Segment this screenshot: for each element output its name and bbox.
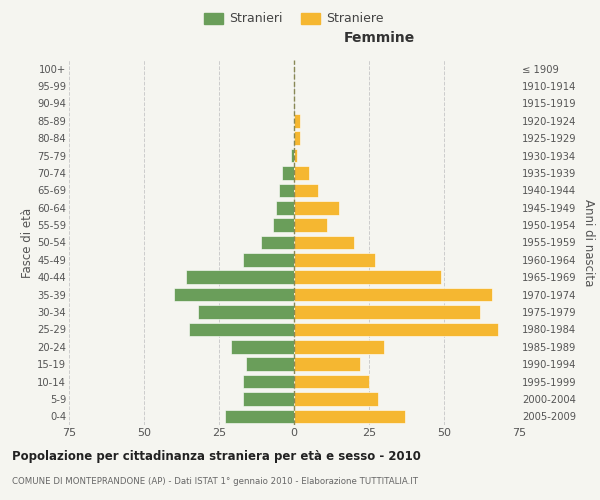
Bar [243, 253, 294, 266]
Text: Femmine: Femmine [344, 32, 415, 46]
Bar [291, 149, 294, 162]
Bar [174, 288, 294, 302]
Bar [294, 149, 297, 162]
Bar [276, 201, 294, 214]
Bar [294, 288, 492, 302]
Bar [294, 270, 441, 284]
Bar [294, 253, 375, 266]
Bar [294, 392, 378, 406]
Bar [273, 218, 294, 232]
Bar [186, 270, 294, 284]
Bar [294, 132, 300, 145]
Bar [294, 236, 354, 250]
Y-axis label: Fasce di età: Fasce di età [22, 208, 34, 278]
Bar [294, 218, 327, 232]
Bar [294, 166, 309, 180]
Text: Popolazione per cittadinanza straniera per età e sesso - 2010: Popolazione per cittadinanza straniera p… [12, 450, 421, 463]
Bar [294, 340, 384, 353]
Bar [294, 322, 498, 336]
Bar [231, 340, 294, 353]
Bar [294, 184, 318, 197]
Y-axis label: Anni di nascita: Anni di nascita [582, 199, 595, 286]
Bar [294, 201, 339, 214]
Bar [198, 305, 294, 319]
Bar [246, 358, 294, 371]
Bar [294, 305, 480, 319]
Bar [294, 375, 369, 388]
Bar [282, 166, 294, 180]
Bar [279, 184, 294, 197]
Bar [294, 410, 405, 423]
Text: COMUNE DI MONTEPRANDONE (AP) - Dati ISTAT 1° gennaio 2010 - Elaborazione TUTTITA: COMUNE DI MONTEPRANDONE (AP) - Dati ISTA… [12, 478, 418, 486]
Legend: Stranieri, Straniere: Stranieri, Straniere [200, 8, 388, 29]
Bar [243, 375, 294, 388]
Bar [225, 410, 294, 423]
Bar [294, 114, 300, 128]
Bar [261, 236, 294, 250]
Bar [189, 322, 294, 336]
Bar [294, 358, 360, 371]
Bar [243, 392, 294, 406]
